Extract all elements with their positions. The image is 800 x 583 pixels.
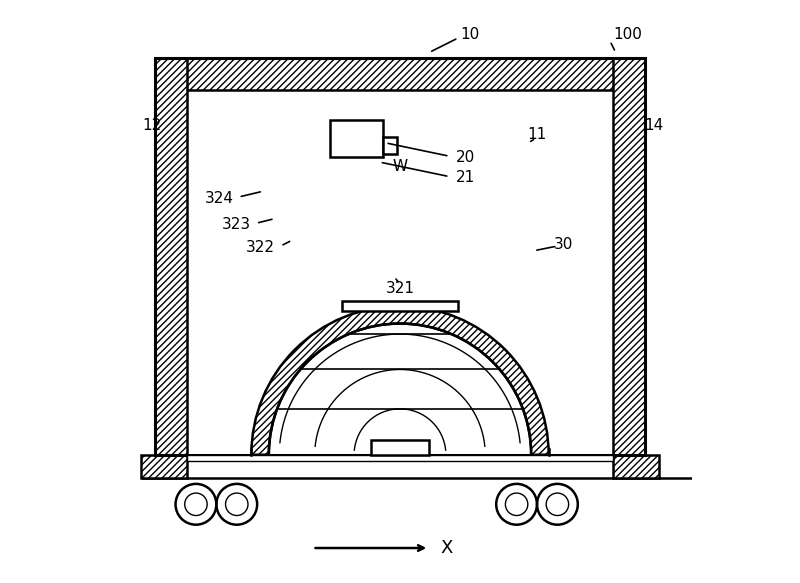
- Bar: [371, 440, 429, 455]
- Wedge shape: [251, 306, 549, 455]
- Text: W: W: [393, 159, 407, 174]
- Text: 324: 324: [205, 191, 234, 206]
- Text: 21: 21: [455, 170, 474, 185]
- Text: 12: 12: [142, 118, 162, 133]
- Polygon shape: [155, 58, 187, 455]
- Text: X: X: [441, 539, 453, 557]
- Text: 11: 11: [527, 127, 546, 142]
- Polygon shape: [613, 58, 645, 455]
- Text: 14: 14: [644, 118, 663, 133]
- Bar: [613, 455, 659, 478]
- Bar: [187, 455, 613, 461]
- Bar: [342, 301, 458, 311]
- Text: 321: 321: [386, 281, 414, 296]
- Text: 10: 10: [460, 27, 479, 43]
- Text: 100: 100: [613, 27, 642, 43]
- Polygon shape: [155, 58, 645, 90]
- Text: 20: 20: [455, 150, 474, 165]
- Bar: [141, 455, 187, 478]
- Bar: [382, 137, 397, 154]
- Text: 323: 323: [222, 217, 251, 232]
- Text: 322: 322: [246, 240, 274, 255]
- Text: 30: 30: [554, 237, 573, 252]
- Bar: [330, 120, 382, 157]
